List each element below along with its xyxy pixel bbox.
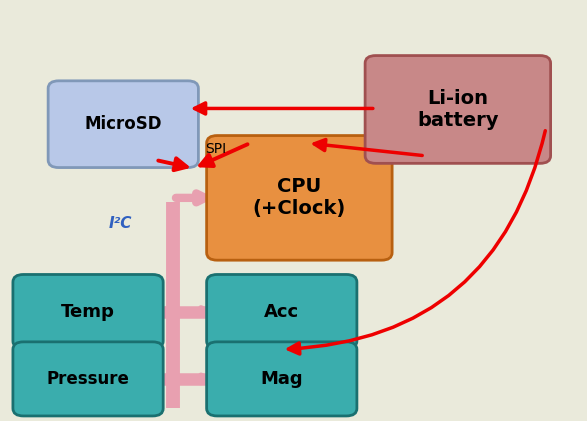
FancyBboxPatch shape	[207, 136, 392, 260]
Text: Li-ion
battery: Li-ion battery	[417, 89, 498, 130]
Text: Mag: Mag	[261, 370, 303, 388]
Text: SPI: SPI	[205, 142, 227, 156]
FancyBboxPatch shape	[13, 274, 163, 349]
Text: I²C: I²C	[109, 216, 132, 231]
FancyBboxPatch shape	[48, 81, 198, 168]
Text: MicroSD: MicroSD	[85, 115, 162, 133]
Text: Temp: Temp	[61, 303, 115, 320]
FancyBboxPatch shape	[365, 56, 551, 163]
Text: Acc: Acc	[264, 303, 299, 320]
FancyBboxPatch shape	[13, 342, 163, 416]
Text: Pressure: Pressure	[46, 370, 130, 388]
FancyBboxPatch shape	[207, 342, 357, 416]
FancyBboxPatch shape	[207, 274, 357, 349]
Text: CPU
(+Clock): CPU (+Clock)	[253, 177, 346, 218]
